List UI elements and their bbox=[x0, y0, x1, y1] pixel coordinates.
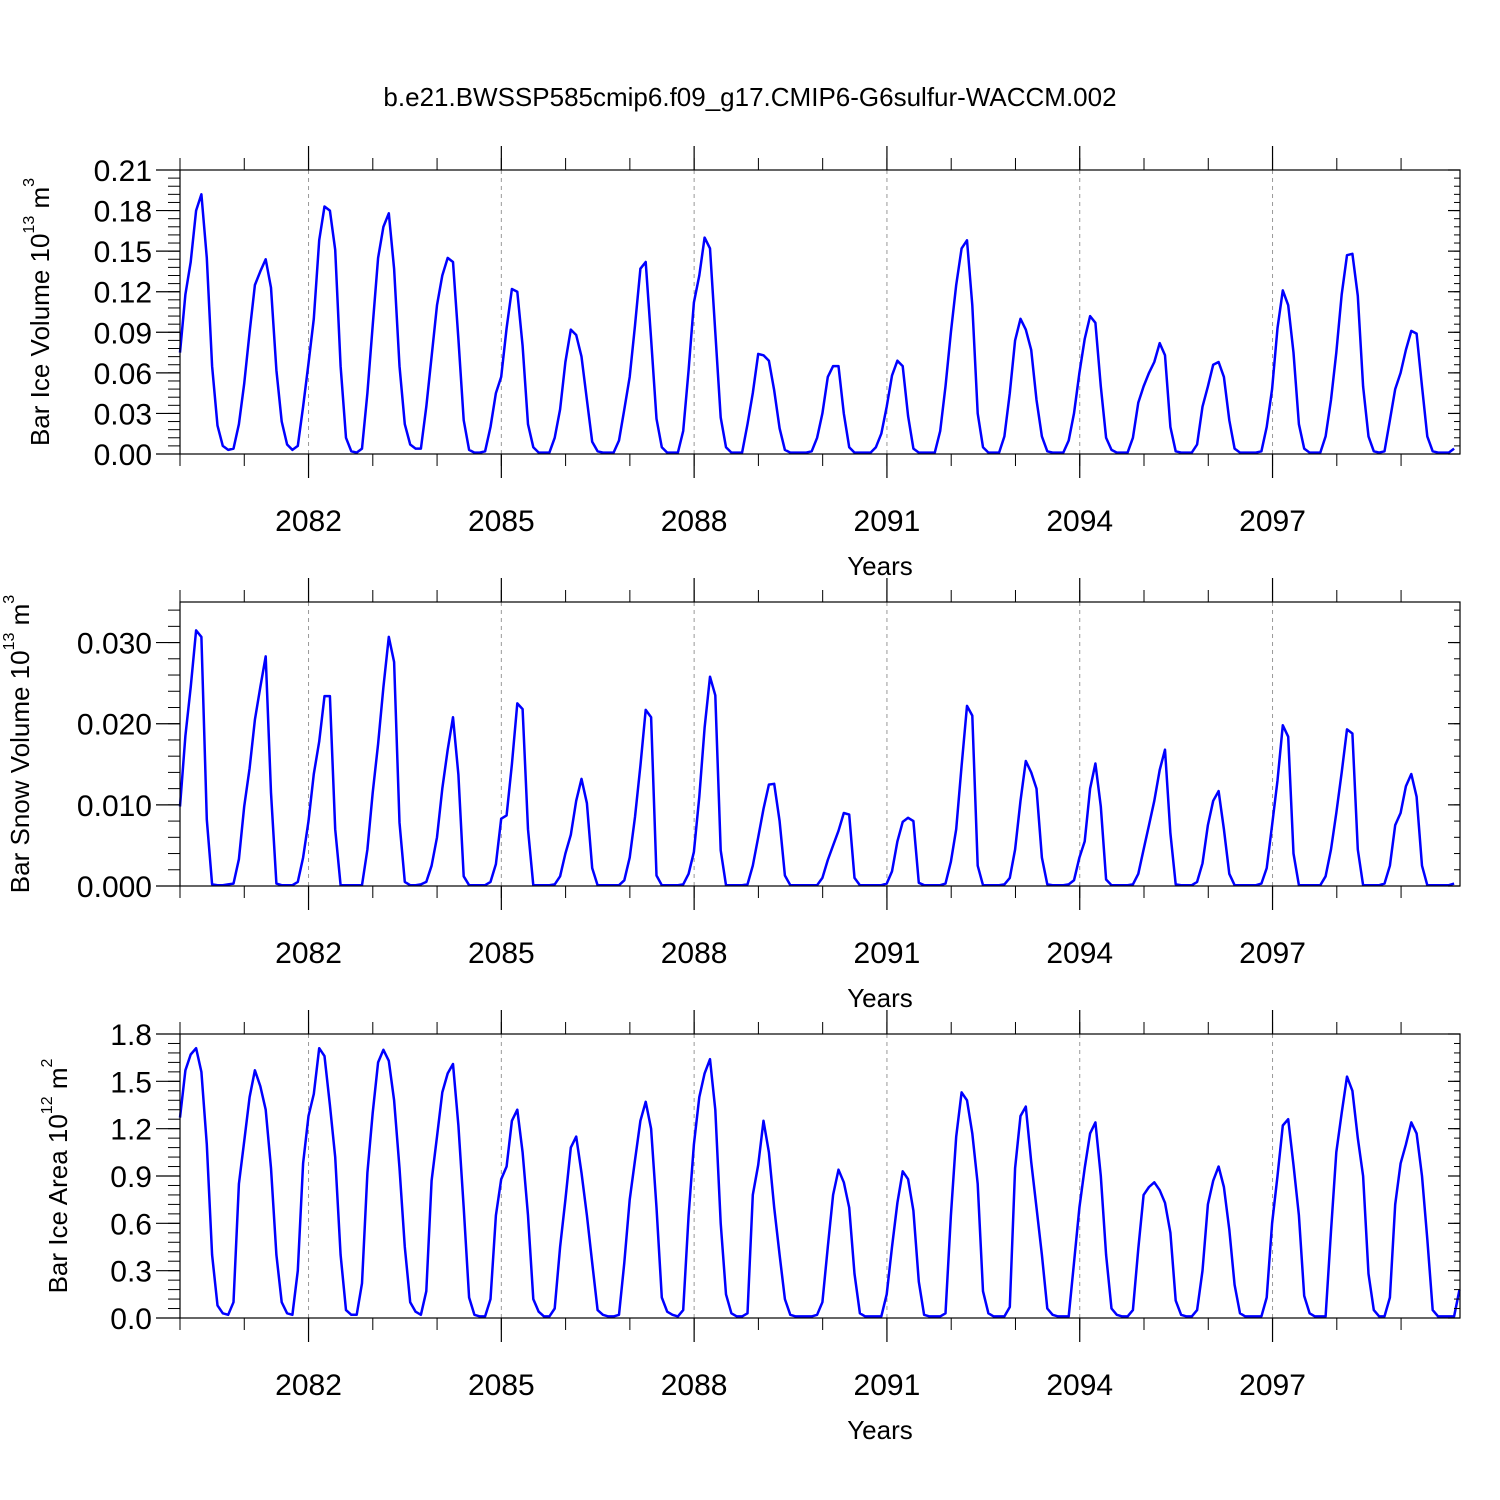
series-line bbox=[178, 193, 1455, 454]
x-tick-label: 2091 bbox=[854, 505, 921, 538]
x-tick-label: 2085 bbox=[468, 937, 535, 970]
y-axis-title-unit-exp: 3 bbox=[1, 595, 18, 604]
y-axis-title: Bar Ice Area 1012 m2 bbox=[39, 1058, 73, 1293]
series-line bbox=[178, 629, 1455, 887]
x-tick-label: 2085 bbox=[468, 1369, 535, 1402]
y-axis-title-exp: 12 bbox=[39, 1096, 56, 1114]
x-tick-label: 2097 bbox=[1239, 505, 1306, 538]
x-tick-label: 2085 bbox=[468, 505, 535, 538]
x-axis-title: Years bbox=[847, 1415, 913, 1445]
y-tick-label: 0.00 bbox=[94, 439, 152, 472]
y-axis-title-text: Bar Snow Volume 10 bbox=[5, 650, 35, 893]
y-tick-label: 0.000 bbox=[77, 871, 152, 904]
y-tick-label: 0.6 bbox=[110, 1208, 152, 1241]
x-tick-label: 2088 bbox=[661, 505, 728, 538]
y-axis-title-unit-exp: 2 bbox=[39, 1058, 56, 1067]
y-tick-label: 0.020 bbox=[77, 709, 152, 742]
x-tick-label: 2082 bbox=[275, 505, 342, 538]
y-tick-label: 0.03 bbox=[94, 398, 152, 431]
figure-title: b.e21.BWSSP585cmip6.f09_g17.CMIP6-G6sulf… bbox=[383, 82, 1116, 112]
x-tick-label: 2094 bbox=[1046, 505, 1113, 538]
x-tick-label: 2094 bbox=[1046, 1369, 1113, 1402]
y-axis-title-text: Bar Ice Area 10 bbox=[43, 1114, 73, 1293]
snow-volume-panel: 0.000 0.010 0.020 0.030 2082 2085 2088 2091 2094… bbox=[1, 578, 1461, 1013]
y-axis-title-unit: m bbox=[43, 1067, 73, 1096]
y-axis-title-unit-exp: 3 bbox=[21, 178, 38, 187]
y-axis-title-text: Bar Ice Volume 10 bbox=[25, 234, 55, 446]
x-axis-title: Years bbox=[847, 983, 913, 1013]
y-tick-label: 0.030 bbox=[77, 628, 152, 661]
x-tick-label: 2097 bbox=[1239, 937, 1306, 970]
y-tick-label: 0.09 bbox=[94, 317, 152, 350]
series-line bbox=[178, 1046, 1461, 1318]
x-tick-label: 2091 bbox=[854, 937, 921, 970]
plot-frame bbox=[179, 601, 1461, 887]
x-tick-label: 2097 bbox=[1239, 1369, 1306, 1402]
y-axis-title-unit: m bbox=[5, 604, 35, 633]
y-tick-label: 0.15 bbox=[94, 236, 152, 269]
y-axis-title: Bar Snow Volume 1013 m3 bbox=[1, 595, 35, 894]
y-tick-label: 0.12 bbox=[94, 277, 152, 310]
y-tick-label: 0.21 bbox=[94, 155, 152, 188]
ice-area-panel: 0.0 0.3 0.6 0.9 1.2 1.5 1.8 2082 2085 2088 2091 209… bbox=[39, 1010, 1461, 1445]
x-tick-label: 2088 bbox=[661, 1369, 728, 1402]
x-tick-label: 2082 bbox=[275, 937, 342, 970]
ice-volume-panel: 0.00 0.03 0.06 0.09 0.12 0.15 0.18 0.21 2082 2085… bbox=[21, 146, 1461, 581]
x-tick-label: 2082 bbox=[275, 1369, 342, 1402]
x-tick-label: 2091 bbox=[854, 1369, 921, 1402]
y-axis-title: Bar Ice Volume 1013 m3 bbox=[21, 178, 55, 446]
y-axis-title-exp: 13 bbox=[1, 632, 18, 650]
x-axis-title: Years bbox=[847, 551, 913, 581]
y-tick-label: 0.3 bbox=[110, 1256, 152, 1289]
x-tick-label: 2088 bbox=[661, 937, 728, 970]
y-tick-label: 0.010 bbox=[77, 790, 152, 823]
x-tick-label: 2094 bbox=[1046, 937, 1113, 970]
y-tick-label: 0.06 bbox=[94, 358, 152, 391]
y-tick-label: 0.0 bbox=[110, 1303, 152, 1336]
y-axis-title-unit: m bbox=[25, 187, 55, 216]
y-tick-label: 0.18 bbox=[94, 196, 152, 229]
y-tick-label: 1.5 bbox=[110, 1066, 152, 1099]
y-tick-label: 1.2 bbox=[110, 1114, 152, 1147]
plot-frame bbox=[179, 169, 1461, 455]
y-tick-label: 1.8 bbox=[110, 1019, 152, 1052]
y-axis-title-exp: 13 bbox=[21, 216, 38, 234]
y-tick-label: 0.9 bbox=[110, 1161, 152, 1194]
